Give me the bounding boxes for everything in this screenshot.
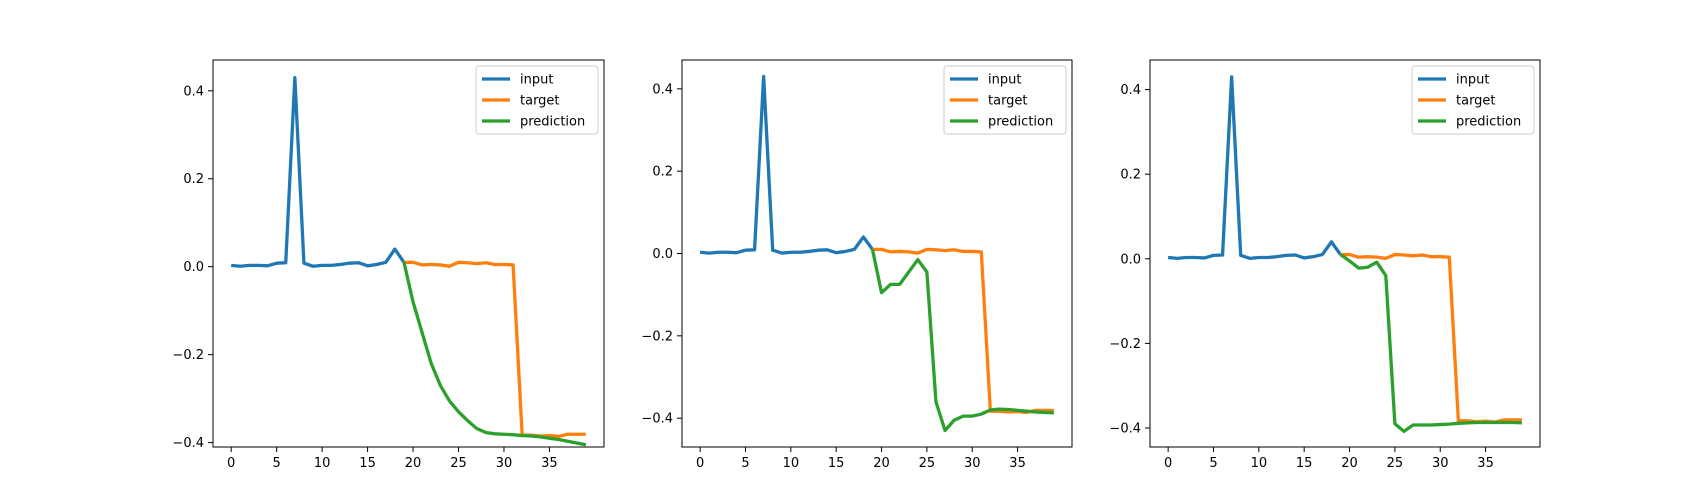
series-line-input: [1167, 75, 1342, 261]
chart-panel-1: 0 5 10 15 20 25 30 35 −0.4 −0.2 0.0 0.2 0.4 input targ…: [172, 59, 605, 471]
x-tick-label: 15: [1296, 456, 1313, 471]
legend-label-target: target: [988, 94, 1028, 109]
axes-frame: [1149, 59, 1541, 448]
series-line-prediction: [402, 261, 587, 447]
y-tick-label: 0.0: [652, 247, 673, 262]
legend-label-input: input: [1456, 73, 1489, 88]
chart-panel-3: 0 5 10 15 20 25 30 35 −0.4 −0.2 0.0 0.2 0.4 input targ…: [1109, 59, 1541, 471]
legend-label-input: input: [520, 73, 553, 88]
y-tick-label: −0.2: [641, 329, 673, 344]
series-line-input: [699, 74, 874, 255]
x-tick-label: 10: [1251, 456, 1268, 471]
legend-label-prediction: prediction: [1456, 115, 1521, 130]
legend: input target prediction: [475, 65, 599, 135]
x-tick-label: 10: [314, 456, 331, 471]
x-tick-label: 25: [450, 456, 467, 471]
x-tick-label: 35: [1477, 456, 1494, 471]
legend-label-target: target: [520, 94, 560, 109]
series-line-target: [403, 260, 586, 439]
x-tick-label: 5: [741, 456, 749, 471]
y-tick-label: 0.4: [183, 84, 204, 99]
x-tick-label: 25: [1387, 456, 1404, 471]
legend-box: [475, 65, 599, 135]
legend-box: [1411, 65, 1535, 135]
y-tick-label: −0.4: [1109, 421, 1141, 436]
x-tick-label: 20: [873, 456, 890, 471]
y-tick-label: 0.2: [183, 172, 204, 187]
y-tick-label: −0.2: [172, 348, 204, 363]
x-tick-label: 5: [1209, 456, 1217, 471]
legend: input target prediction: [1411, 65, 1535, 135]
x-tick-label: 30: [1432, 456, 1449, 471]
x-tick-label: 20: [1341, 456, 1358, 471]
legend-label-input: input: [988, 73, 1021, 88]
legend-label-target: target: [1456, 94, 1496, 109]
series-line-prediction: [870, 249, 1054, 433]
x-tick-label: 10: [783, 456, 800, 471]
y-tick-label: 0.4: [652, 82, 673, 97]
axes-frame: [212, 59, 605, 448]
x-tick-label: 35: [1009, 456, 1026, 471]
series-line-prediction: [1339, 253, 1522, 434]
x-tick-label: 0: [696, 456, 704, 471]
x-tick-label: 30: [964, 456, 981, 471]
x-tick-label: 15: [828, 456, 845, 471]
x-tick-label: 0: [1164, 456, 1172, 471]
series-line-target: [872, 247, 1054, 415]
x-tick-label: 0: [227, 456, 235, 471]
x-tick-label: 35: [541, 456, 558, 471]
y-tick-label: −0.4: [641, 412, 673, 427]
y-tick-label: 0.2: [1120, 168, 1141, 183]
x-tick-label: 30: [496, 456, 513, 471]
legend-box: [943, 65, 1067, 135]
x-tick-label: 15: [359, 456, 376, 471]
series-line-target: [1340, 252, 1522, 424]
series-line-input: [231, 75, 406, 268]
y-tick-label: 0.4: [1120, 83, 1141, 98]
y-tick-label: 0.0: [1120, 252, 1141, 267]
x-tick-label: 20: [405, 456, 422, 471]
legend-label-prediction: prediction: [988, 115, 1053, 130]
y-tick-label: −0.4: [172, 436, 204, 451]
x-tick-label: 5: [273, 456, 281, 471]
legend-label-prediction: prediction: [520, 115, 585, 130]
y-tick-label: −0.2: [1109, 337, 1141, 352]
legend: input target prediction: [943, 65, 1067, 135]
y-tick-label: 0.0: [183, 260, 204, 275]
x-tick-label: 25: [919, 456, 936, 471]
y-tick-label: 0.2: [652, 165, 673, 180]
chart-panel-2: 0 5 10 15 20 25 30 35 −0.4 −0.2 0.0 0.2 0.4 input targ…: [641, 59, 1073, 471]
